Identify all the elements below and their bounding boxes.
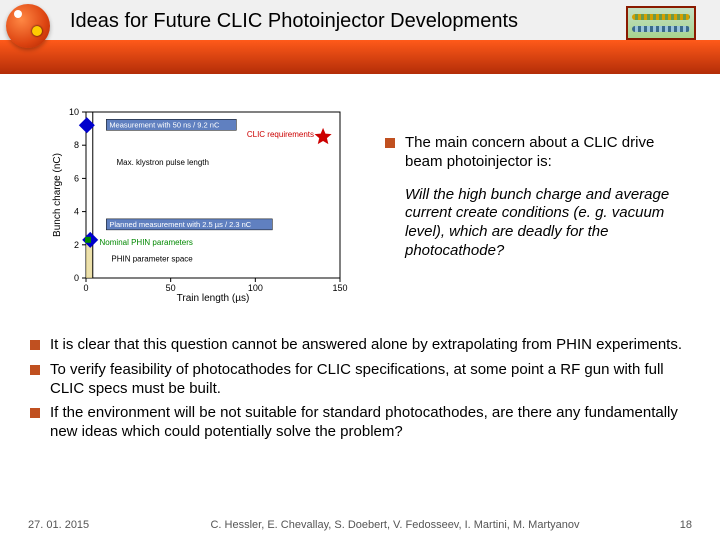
slide-title: Ideas for Future CLIC Photoinjector Deve… [70, 10, 518, 33]
svg-text:Planned measurement with 2.5 µ: Planned measurement with 2.5 µs / 2.3 nC [109, 220, 251, 229]
bullet-text: It is clear that this question cannot be… [50, 336, 682, 355]
svg-text:0: 0 [83, 283, 88, 293]
bullet-item: The main concern about a CLIC drive beam… [385, 134, 690, 172]
svg-text:0: 0 [74, 273, 79, 283]
bullet-text: To verify feasibility of photocathodes f… [50, 361, 690, 399]
bullet-text: The main concern about a CLIC drive beam… [405, 134, 690, 172]
footer-page-number: 18 [652, 519, 692, 531]
bullet-item: If the environment will be not suitable … [30, 404, 690, 442]
svg-text:100: 100 [248, 283, 263, 293]
bullet-icon [30, 365, 40, 375]
svg-text:Bunch charge (nC): Bunch charge (nC) [52, 153, 63, 237]
footer-authors: C. Hessler, E. Chevallay, S. Doebert, V.… [138, 519, 652, 531]
slide-header: Ideas for Future CLIC Photoinjector Deve… [0, 0, 720, 74]
slide-body: 0 50 100 150 0 2 4 6 8 10 Train length (µs) Bunch c… [0, 74, 720, 510]
header-orange-strip [0, 40, 720, 74]
slide-footer: 27. 01. 2015 C. Hessler, E. Chevallay, S… [0, 510, 720, 540]
svg-text:Max. klystron pulse length: Max. klystron pulse length [116, 158, 209, 167]
svg-text:10: 10 [69, 107, 79, 117]
svg-text:2: 2 [74, 240, 79, 250]
beam-illustration-icon [626, 6, 696, 40]
svg-text:PHIN parameter space: PHIN parameter space [111, 254, 193, 263]
bullet-item: To verify feasibility of photocathodes f… [30, 361, 690, 399]
svg-text:Measurement with 50 ns / 9.2 n: Measurement with 50 ns / 9.2 nC [109, 120, 220, 129]
right-bullet-list: The main concern about a CLIC drive beam… [385, 134, 690, 261]
bullet-text: If the environment will be not suitable … [50, 404, 690, 442]
svg-text:6: 6 [74, 173, 79, 183]
bullet-icon [30, 340, 40, 350]
svg-text:CLIC requirements: CLIC requirements [247, 130, 314, 139]
bullet-icon [30, 408, 40, 418]
bullet-item: It is clear that this question cannot be… [30, 336, 690, 355]
bullet-icon [385, 138, 395, 148]
footer-date: 27. 01. 2015 [28, 519, 138, 531]
svg-text:8: 8 [74, 140, 79, 150]
svg-text:Train length (µs): Train length (µs) [177, 293, 250, 304]
svg-text:150: 150 [332, 283, 347, 293]
italic-question: Will the high bunch charge and average c… [405, 186, 690, 261]
svg-text:4: 4 [74, 207, 79, 217]
parameter-space-chart: 0 50 100 150 0 2 4 6 8 10 Train length (µs) Bunch c… [48, 104, 348, 304]
bottom-bullet-list: It is clear that this question cannot be… [30, 336, 690, 448]
svg-text:50: 50 [166, 283, 176, 293]
svg-text:Nominal PHIN parameters: Nominal PHIN parameters [100, 238, 193, 247]
clic-logo [6, 4, 50, 48]
